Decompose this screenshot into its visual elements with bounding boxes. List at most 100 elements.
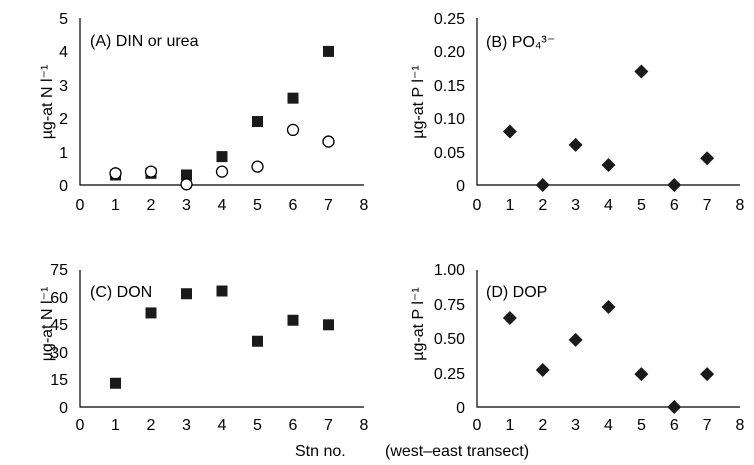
panel-a-x-tick: 2	[147, 197, 156, 214]
panel-a-circle-marker	[144, 165, 158, 178]
panel-c-y-axis-label: µg-at N l⁻¹	[39, 287, 56, 362]
panel-b-x-tick: 0	[473, 197, 482, 214]
panel-d-x-tick: 0	[473, 417, 482, 434]
panel-a-square-marker	[216, 151, 228, 163]
panel-d-diamond-marker	[535, 363, 550, 378]
panel-a-x-ticks: 0 1 2 3 4 5 6 7 8	[76, 197, 369, 214]
panel-a-square-marker	[323, 45, 334, 57]
panel-b-x-tick: 5	[637, 197, 646, 214]
panel-c-square-marker	[145, 307, 157, 319]
panel-a: µg-at N l⁻¹ 0 1 2 3 4 5 0 1 2 3 4 5 6 7 …	[39, 11, 369, 214]
panel-a-square-marker	[181, 169, 192, 181]
panel-d-y-tick: 0.75	[434, 297, 465, 314]
panel-d-y-tick: 0	[456, 400, 465, 417]
panel-b-diamond-marker	[667, 178, 682, 192]
panel-a-circle-marker	[286, 123, 300, 137]
panel-a-label: (A) DIN or urea	[90, 33, 199, 50]
panel-a-circle-marker	[251, 160, 264, 173]
panel-d-diamond-marker	[634, 367, 649, 382]
panel-d-diamond-marker	[502, 310, 517, 325]
panel-c-y-tick: 75	[50, 262, 68, 279]
panel-d-diamond-marker	[667, 400, 682, 414]
panel-b-y-tick: 0.25	[434, 11, 465, 28]
panel-b-y-tick: 0	[456, 178, 465, 195]
panel-c-square-marker	[252, 335, 263, 347]
panel-a-y-tick: 4	[59, 44, 68, 61]
panel-c-x-tick: 6	[289, 417, 298, 434]
panel-d-y-tick: 1.00	[434, 262, 465, 279]
panel-b-x-tick: 4	[604, 197, 613, 214]
panel-b-y-ticks: 0 0.05 0.10 0.15 0.20 0.25	[434, 11, 465, 195]
panel-b-diamond-marker	[634, 64, 649, 79]
panel-a-markers	[109, 45, 335, 191]
panel-c-square-marker	[110, 377, 121, 389]
panel-b-label: (B) PO₄³⁻	[486, 34, 555, 51]
panel-c-y-tick: 60	[50, 290, 68, 307]
panel-a-x-tick: 1	[111, 197, 120, 214]
panel-a-x-tick: 0	[76, 197, 85, 214]
panel-b-x-tick: 1	[505, 197, 514, 214]
x-axis-caption-main: Stn no.	[295, 443, 346, 460]
panel-c-y-tick: 15	[50, 372, 68, 389]
panel-c-y-tick: 45	[50, 317, 68, 334]
panel-a-y-tick: 5	[59, 11, 68, 28]
panel-c-x-tick: 1	[111, 417, 120, 434]
panel-c-x-tick: 5	[253, 417, 262, 434]
panel-c-axes	[79, 270, 364, 408]
panel-d-x-tick: 2	[538, 417, 547, 434]
panel-b-x-tick: 2	[538, 197, 547, 214]
panel-d-y-tick: 0.50	[434, 331, 465, 348]
panel-d-x-tick: 1	[505, 417, 514, 434]
panel-c: µg-at N l⁻¹ 0 15 30 45 60 75 0 1 2 3 4 5…	[39, 262, 369, 434]
panel-a-y-axis-label: µg-at N l⁻¹	[39, 65, 56, 140]
panel-c-square-marker	[287, 314, 299, 326]
panel-b-y-axis-label: µg-at P l⁻¹	[410, 65, 427, 138]
panel-c-square-marker	[323, 319, 334, 331]
panel-b-diamond-marker	[601, 157, 616, 172]
panel-d-x-tick: 4	[604, 417, 613, 434]
panel-d-y-axis-label: µg-at P l⁻¹	[410, 287, 427, 360]
panel-b-markers	[502, 64, 715, 192]
panel-a-circle-marker	[180, 178, 193, 191]
panel-c-label: (C) DON	[90, 284, 152, 301]
panel-d-markers	[502, 299, 715, 414]
panel-a-x-tick: 5	[253, 197, 262, 214]
panel-a-y-tick: 0	[59, 178, 68, 195]
panel-d-y-ticks: 0 0.25 0.50 0.75 1.00	[434, 262, 465, 417]
panel-a-y-tick: 3	[59, 78, 68, 95]
panel-a-square-marker	[252, 116, 263, 128]
panel-a-axes	[79, 18, 364, 186]
panel-c-x-ticks: 0 1 2 3 4 5 6 7 8	[76, 417, 369, 434]
panel-b-axes	[476, 18, 740, 186]
panel-a-x-tick: 8	[360, 197, 369, 214]
panel-c-x-tick: 0	[76, 417, 85, 434]
panel-d: µg-at P l⁻¹ 0 0.25 0.50 0.75 1.00 0 1 2 …	[410, 262, 745, 434]
panel-d-x-tick: 5	[637, 417, 646, 434]
panel-d-label: (D) DOP	[486, 284, 547, 301]
panel-c-x-tick: 8	[360, 417, 369, 434]
panel-b-x-tick: 7	[703, 197, 712, 214]
panel-b-x-ticks: 0 1 2 3 4 5 6 7 8	[473, 197, 745, 214]
panel-a-x-tick: 6	[289, 197, 298, 214]
panel-b-y-tick: 0.05	[434, 145, 465, 162]
panel-a-square-marker	[287, 92, 299, 104]
panel-b: µg-at P l⁻¹ 0 0.05 0.10 0.15 0.20 0.25 0…	[410, 11, 745, 214]
panel-d-x-tick: 6	[670, 417, 679, 434]
panel-a-circle-marker	[215, 165, 229, 178]
panel-d-x-tick: 3	[571, 417, 580, 434]
panel-b-x-tick: 3	[571, 197, 580, 214]
panel-c-y-tick: 0	[59, 400, 68, 417]
panel-c-square-marker	[181, 288, 192, 300]
panel-c-x-tick: 3	[182, 417, 191, 434]
panel-b-y-tick: 0.10	[434, 111, 465, 128]
panel-b-y-tick: 0.20	[434, 44, 465, 61]
panel-a-circle-marker	[322, 135, 335, 148]
panel-a-x-tick: 4	[218, 197, 227, 214]
panel-a-x-tick: 7	[324, 197, 333, 214]
panel-b-diamond-marker	[535, 178, 550, 192]
panel-b-x-tick: 8	[736, 197, 745, 214]
panel-b-x-tick: 6	[670, 197, 679, 214]
panel-b-diamond-marker	[502, 124, 517, 139]
panel-b-diamond-marker	[700, 151, 715, 166]
